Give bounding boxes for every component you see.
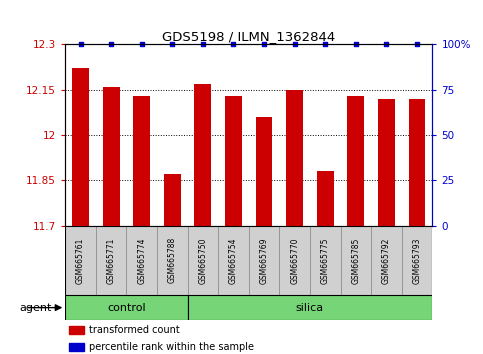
Bar xyxy=(65,226,96,295)
Point xyxy=(260,41,268,47)
Text: GSM665792: GSM665792 xyxy=(382,237,391,284)
Bar xyxy=(187,295,432,320)
Text: GSM665770: GSM665770 xyxy=(290,237,299,284)
Point xyxy=(138,41,145,47)
Bar xyxy=(69,343,84,350)
Text: GSM665761: GSM665761 xyxy=(76,237,85,284)
Bar xyxy=(347,96,364,226)
Text: GSM665788: GSM665788 xyxy=(168,237,177,284)
Point xyxy=(229,41,237,47)
Bar xyxy=(69,326,84,334)
Bar xyxy=(279,226,310,295)
Bar xyxy=(371,226,402,295)
Bar xyxy=(256,117,272,226)
Bar xyxy=(218,226,249,295)
Point xyxy=(352,41,360,47)
Bar xyxy=(127,226,157,295)
Bar xyxy=(249,226,279,295)
Bar xyxy=(157,226,187,295)
Bar xyxy=(103,87,119,226)
Bar xyxy=(402,226,432,295)
Point xyxy=(383,41,390,47)
Text: GSM665769: GSM665769 xyxy=(259,237,269,284)
Text: GSM665771: GSM665771 xyxy=(107,237,115,284)
Text: percentile rank within the sample: percentile rank within the sample xyxy=(89,342,254,352)
Text: GSM665750: GSM665750 xyxy=(199,237,207,284)
Bar xyxy=(96,226,127,295)
Text: transformed count: transformed count xyxy=(89,325,180,335)
Text: silica: silica xyxy=(296,303,324,313)
Bar xyxy=(133,96,150,226)
Point xyxy=(169,41,176,47)
Text: GSM665785: GSM665785 xyxy=(351,237,360,284)
Bar xyxy=(187,226,218,295)
Bar xyxy=(286,90,303,226)
Bar xyxy=(164,175,181,226)
Point xyxy=(413,41,421,47)
Text: agent: agent xyxy=(19,303,52,313)
Bar xyxy=(195,84,211,226)
Bar xyxy=(378,99,395,226)
Bar xyxy=(317,171,334,226)
Bar xyxy=(72,68,89,226)
Bar xyxy=(65,295,187,320)
Point xyxy=(199,41,207,47)
Text: GSM665775: GSM665775 xyxy=(321,237,330,284)
Point xyxy=(321,41,329,47)
Bar xyxy=(409,99,426,226)
Point xyxy=(107,41,115,47)
Text: GSM665754: GSM665754 xyxy=(229,237,238,284)
Text: GSM665793: GSM665793 xyxy=(412,237,422,284)
Bar xyxy=(225,96,242,226)
Point xyxy=(77,41,85,47)
Bar xyxy=(310,226,341,295)
Text: GSM665774: GSM665774 xyxy=(137,237,146,284)
Bar xyxy=(341,226,371,295)
Title: GDS5198 / ILMN_1362844: GDS5198 / ILMN_1362844 xyxy=(162,30,335,43)
Text: control: control xyxy=(107,303,146,313)
Point xyxy=(291,41,298,47)
